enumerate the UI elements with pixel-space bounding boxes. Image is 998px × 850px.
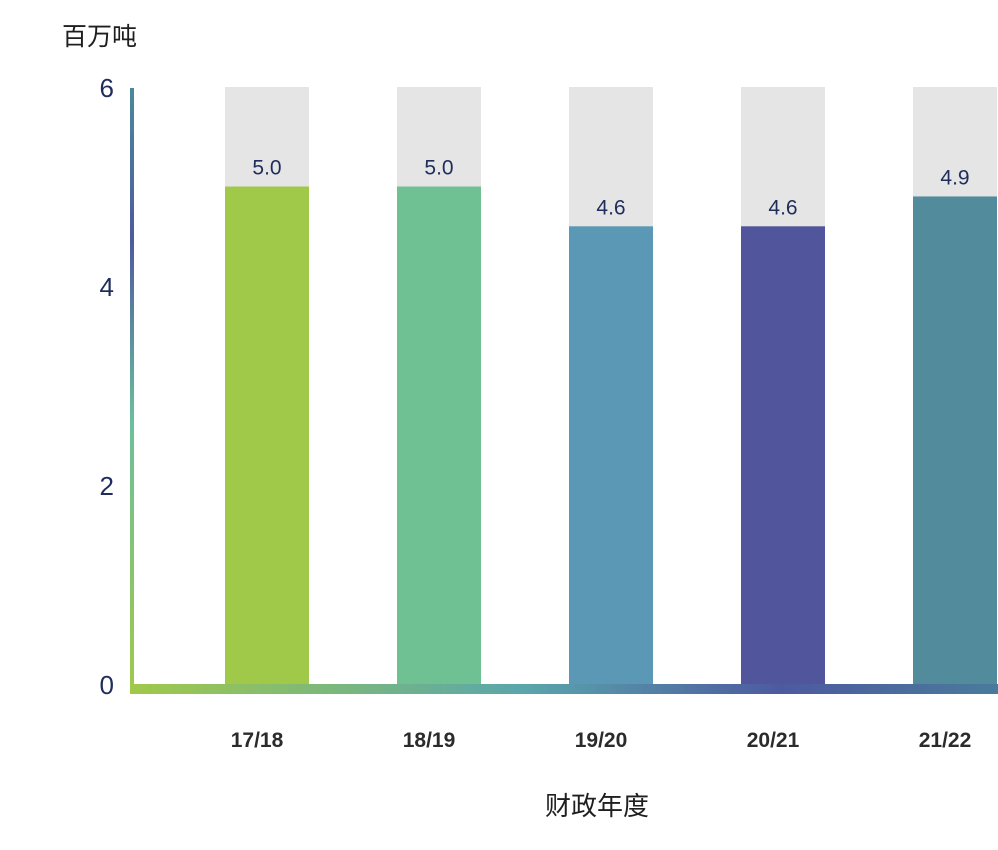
x-axis-title: 财政年度: [545, 792, 649, 822]
y-axis-unit-label: 百万吨: [62, 22, 137, 51]
x-tick-label: 17/18: [231, 729, 284, 752]
y-tick-label: 6: [100, 73, 114, 103]
x-tick-label: 20/21: [747, 729, 800, 752]
y-tick-label: 4: [100, 272, 114, 302]
x-tick-label: 19/20: [575, 729, 628, 752]
bar-value-label: 4.9: [940, 166, 969, 189]
x-axis-line: [130, 684, 998, 694]
bar: [397, 186, 481, 684]
bar-value-label: 4.6: [596, 196, 625, 219]
y-axis-line: [130, 88, 134, 694]
y-tick-label: 2: [100, 471, 114, 501]
bar-value-label: 5.0: [252, 157, 281, 180]
bar-value-label: 4.6: [768, 196, 797, 219]
bar: [913, 196, 997, 684]
x-tick-label: 18/19: [403, 729, 456, 752]
bar: [225, 186, 309, 684]
bar-value-label: 5.0: [424, 157, 453, 180]
bar: [741, 226, 825, 685]
y-tick-label: 0: [100, 670, 114, 700]
bar: [569, 226, 653, 685]
x-tick-label: 21/22: [919, 729, 972, 752]
